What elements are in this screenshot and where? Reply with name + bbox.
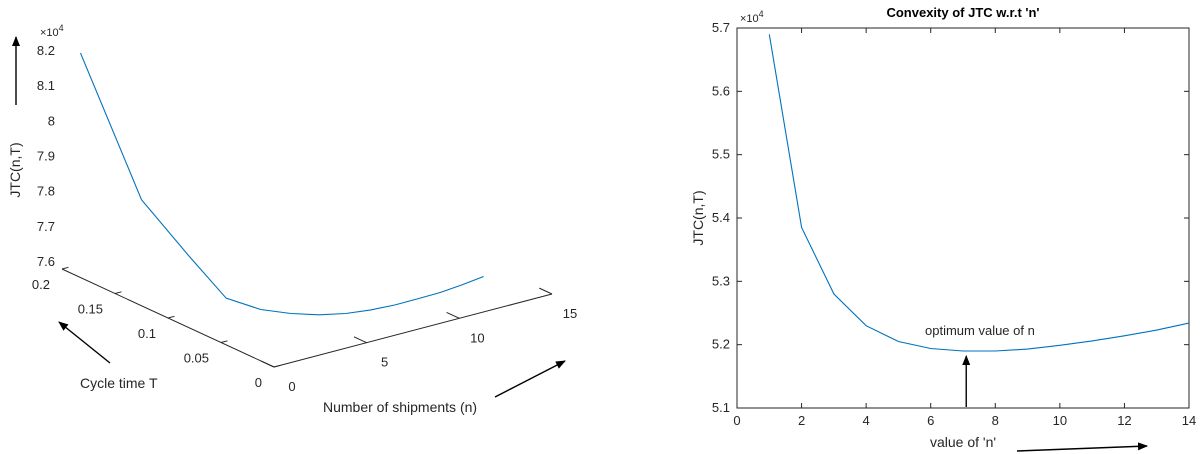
z-tick-label: 7.9 [37, 148, 55, 163]
t-tick-label: 0 [255, 375, 262, 390]
plot3d-z-label: JTC(n,T) [7, 142, 23, 197]
plot3d-z-ticks: 7.6 7.7 7.8 7.9 8 8.1 8.2 [37, 43, 55, 269]
t-tick-mark [61, 266, 69, 270]
plot-2d: 0 2 4 6 8 10 12 14 5.1 5.2 5.3 5.4 5.5 5.6 5.7 Convex… [690, 5, 1196, 452]
plot3d-axes [61, 268, 553, 368]
z-tick-label: 7.8 [37, 184, 55, 199]
x-tick-label: 2 [798, 413, 805, 428]
n-axis-line [273, 293, 553, 368]
n-tick-label: 15 [563, 306, 577, 321]
plot3d-t-ticks: 0 0.05 0.1 0.15 0.2 [32, 266, 281, 390]
plot2d-y-exponent: ×104 [740, 9, 764, 25]
y-tick-label: 5.2 [712, 337, 730, 352]
n-tick-mark [539, 287, 553, 295]
plot2d-x-label: value of 'n' [930, 434, 996, 450]
plot2d-annotation: optimum value of n [925, 323, 1035, 338]
n-tick-mark [446, 311, 460, 319]
plot3d-n-ticks: 0 5 10 15 [261, 287, 577, 394]
t-tick-mark [114, 291, 122, 294]
y-tick-label: 5.5 [712, 147, 730, 162]
x-tick-label: 0 [733, 413, 740, 428]
y-tick-label: 5.3 [712, 273, 730, 288]
x-axis-arrow [1016, 442, 1148, 452]
x-tick-label: 12 [1117, 413, 1131, 428]
plot2d-x-ticks: 0 2 4 6 8 10 12 14 [733, 28, 1196, 428]
t-tick-mark [273, 364, 281, 368]
z-tick-label: 8.1 [37, 78, 55, 93]
plot3d-t-label: Cycle time T [80, 375, 158, 391]
t-tick-label: 0.2 [32, 277, 50, 292]
plot2d-title: Convexity of JTC w.r.t 'n' [886, 5, 1039, 20]
t-tick-label: 0.1 [138, 326, 156, 341]
n-tick-label: 5 [381, 355, 388, 370]
z-tick-label: 8 [48, 113, 55, 128]
plot3d-z-exponent: ×104 [40, 23, 64, 39]
t-tick-label: 0.15 [78, 302, 103, 317]
t-tick-mark [220, 340, 228, 343]
y-tick-label: 5.6 [712, 83, 730, 98]
plot3d-series-line [79, 52, 484, 316]
t-tick-label: 0.05 [184, 351, 209, 366]
z-tick-label: 7.6 [37, 254, 55, 269]
x-tick-label: 14 [1182, 413, 1196, 428]
x-tick-label: 6 [927, 413, 934, 428]
n-tick-mark [353, 336, 367, 344]
y-tick-label: 5.4 [712, 210, 730, 225]
plot2d-series-line [768, 34, 1190, 352]
y-tick-label: 5.1 [712, 400, 730, 415]
z-tick-label: 7.7 [37, 219, 55, 234]
n-tick-label: 10 [470, 330, 484, 345]
z-tick-label: 8.2 [37, 43, 55, 58]
x-tick-label: 10 [1053, 413, 1067, 428]
n-axis-arrow [494, 360, 566, 398]
t-axis-arrow [58, 321, 111, 364]
n-tick-mark [261, 360, 275, 368]
plot2d-y-ticks: 5.1 5.2 5.3 5.4 5.5 5.6 5.7 [712, 20, 1189, 415]
t-tick-mark [167, 315, 175, 319]
x-tick-label: 8 [992, 413, 999, 428]
n-tick-label: 0 [288, 379, 295, 394]
x-tick-label: 4 [863, 413, 870, 428]
plot3d-n-label: Number of shipments (n) [323, 399, 477, 415]
plot2d-y-label: JTC(n,T) [690, 190, 706, 245]
y-tick-label: 5.7 [712, 20, 730, 35]
